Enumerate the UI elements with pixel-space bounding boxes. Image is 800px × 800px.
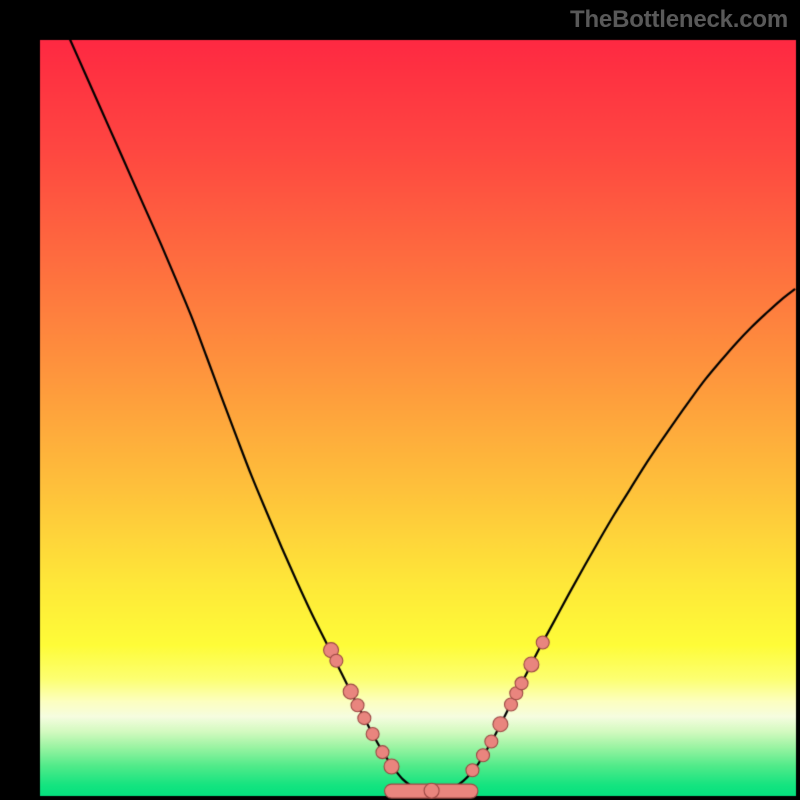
plot-canvas: [0, 0, 800, 800]
chart-wrapper: TheBottleneck.com: [0, 0, 800, 800]
watermark-text: TheBottleneck.com: [570, 6, 788, 34]
